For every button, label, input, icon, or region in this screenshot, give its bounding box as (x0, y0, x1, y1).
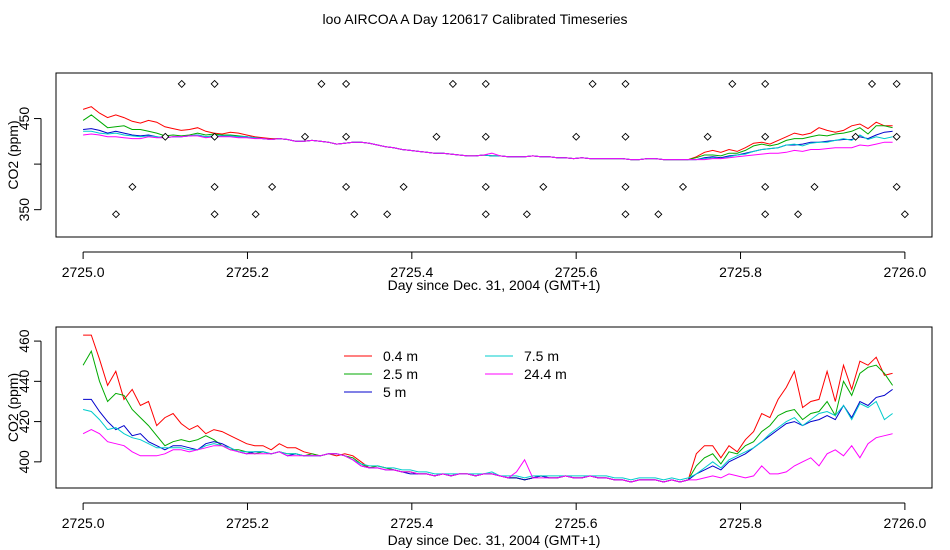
panel-1-scatter-point (867, 79, 877, 88)
panel-1-scatter-point (703, 132, 712, 141)
panel-1-series-line-5-mm (83, 128, 893, 161)
panel-1-scatter-point (761, 132, 770, 141)
panel-1-scatter-point (892, 79, 901, 88)
panel-1-x-tick-label: 2725.4 (390, 264, 433, 280)
panel-2-series-line-0-4-mm (83, 334, 893, 483)
panel-1-scatter-point (342, 79, 351, 88)
panel-1-scatter-point (728, 79, 737, 88)
panel-1-series-line-7-5-mm (83, 130, 893, 161)
panel-1-scatter-point (892, 182, 901, 191)
panel-1-scatter-point (539, 182, 548, 191)
panel-1-scatter-point (210, 132, 219, 141)
panel-1-scatter-point (522, 210, 531, 219)
panel-2-x-tick-label: 2725.6 (555, 515, 598, 531)
panel-1-scatter-point (342, 182, 351, 191)
panel-1-scatter-point (251, 210, 260, 219)
panel-2-y-tick-label: 440 (16, 369, 32, 393)
panel-2-plot-frame (55, 326, 933, 489)
panel-2-legend-label: 0.4 m (383, 348, 418, 364)
panel-1-series-line-0-4-mm (82, 106, 893, 161)
panel-2-legend-label: 2.5 m (383, 366, 418, 382)
panel-1-scatter-point (448, 79, 457, 88)
panel-1-scatter-point (350, 210, 359, 219)
panel-1-scatter-point (761, 210, 770, 219)
panel-1-scatter-point (761, 182, 770, 191)
panel-1-scatter-point (678, 182, 688, 191)
panel-1-scatter-point (300, 132, 310, 141)
panel-1-scatter-point (621, 79, 630, 88)
panel-2-series-line-2-5-mm (82, 349, 894, 483)
panel-1-scatter-point (621, 210, 630, 219)
panel-1-scatter-point (761, 79, 770, 88)
panel-1-scatter-point (892, 132, 901, 141)
panel-2-y-tick-label: 400 (16, 450, 32, 474)
panel-1-scatter-point (210, 210, 219, 219)
panel-1-x-tick-label: 2726.0 (883, 264, 926, 280)
panel-1-plot-frame (55, 72, 933, 238)
panel-2-x-tick-label: 2725.8 (719, 515, 762, 531)
panel-1-scatter-point (621, 132, 630, 141)
panel-1-y-axis-label: CO2 (ppm) (5, 120, 21, 189)
panel-2-series-line-24-4-mm (82, 429, 893, 483)
panel-1-scatter-point (342, 132, 351, 141)
panel-1-scatter-point (268, 182, 277, 191)
panel-1-scatter-point (588, 79, 597, 88)
panel-2-y-tick-label: 460 (16, 329, 32, 353)
panel-2-x-tick-label: 2725.4 (390, 515, 433, 531)
panel-1-x-tick-label: 2725.8 (719, 264, 762, 280)
panel-1-y-tick-label: 450 (16, 107, 32, 131)
panel-1-scatter-point (111, 210, 121, 219)
panel-1-scatter-point (794, 210, 803, 219)
chart-title: loo AIRCOA A Day 120617 Calibrated Times… (322, 11, 628, 27)
panel-1-scatter-point (851, 132, 860, 141)
panel-2-x-tick-label: 2725.2 (226, 515, 269, 531)
panel-1-scatter-point (128, 182, 137, 191)
panel-1-scatter-point (177, 79, 186, 88)
panel-1-scatter-point (210, 182, 219, 191)
panel-1-y-tick-label: 350 (16, 198, 32, 222)
panel-1-scatter-point (900, 210, 909, 219)
panel-1-scatter-point (481, 182, 490, 191)
panel-2-legend-label: 5 m (383, 384, 406, 400)
panel-2-x-tick-label: 2726.0 (883, 515, 926, 531)
panel-1-x-tick-label: 2725.0 (62, 264, 105, 280)
panel-2-x-tick-label: 2725.0 (62, 515, 105, 531)
panel-1-scatter-point (572, 132, 581, 141)
panel-1-scatter-point (481, 79, 490, 88)
panel-1-x-axis-label: Day since Dec. 31, 2004 (GMT+1) (388, 277, 601, 293)
panel-2-y-axis-label: CO2 (ppm) (5, 373, 21, 442)
panel-1-scatter-point (654, 210, 663, 219)
panel-1-scatter-point (481, 132, 490, 141)
panel-1-scatter-point (481, 210, 490, 219)
panel-2-y-tick-label: 420 (16, 410, 32, 434)
panel-1-scatter-point (399, 182, 408, 191)
panel-1-scatter-point (383, 210, 392, 219)
panel-1-scatter-point (621, 182, 630, 191)
panel-2-series-line-5-mm (83, 388, 893, 483)
panel-1-scatter-point (210, 79, 219, 88)
panel-1-x-tick-label: 2725.6 (555, 264, 598, 280)
panel-2-x-axis-label: Day since Dec. 31, 2004 (GMT+1) (388, 532, 601, 548)
panel-1-scatter-point (317, 79, 326, 88)
panel-1-scatter-point (161, 132, 170, 141)
panel-2-legend-label: 24.4 m (524, 366, 567, 382)
panel-1-scatter-point (810, 182, 819, 191)
panel-1-scatter-point (432, 132, 441, 141)
panel-2-legend-label: 7.5 m (524, 348, 559, 364)
panel-1-x-tick-label: 2725.2 (226, 264, 269, 280)
panel-2-series-line-7-5-mm (82, 400, 893, 481)
